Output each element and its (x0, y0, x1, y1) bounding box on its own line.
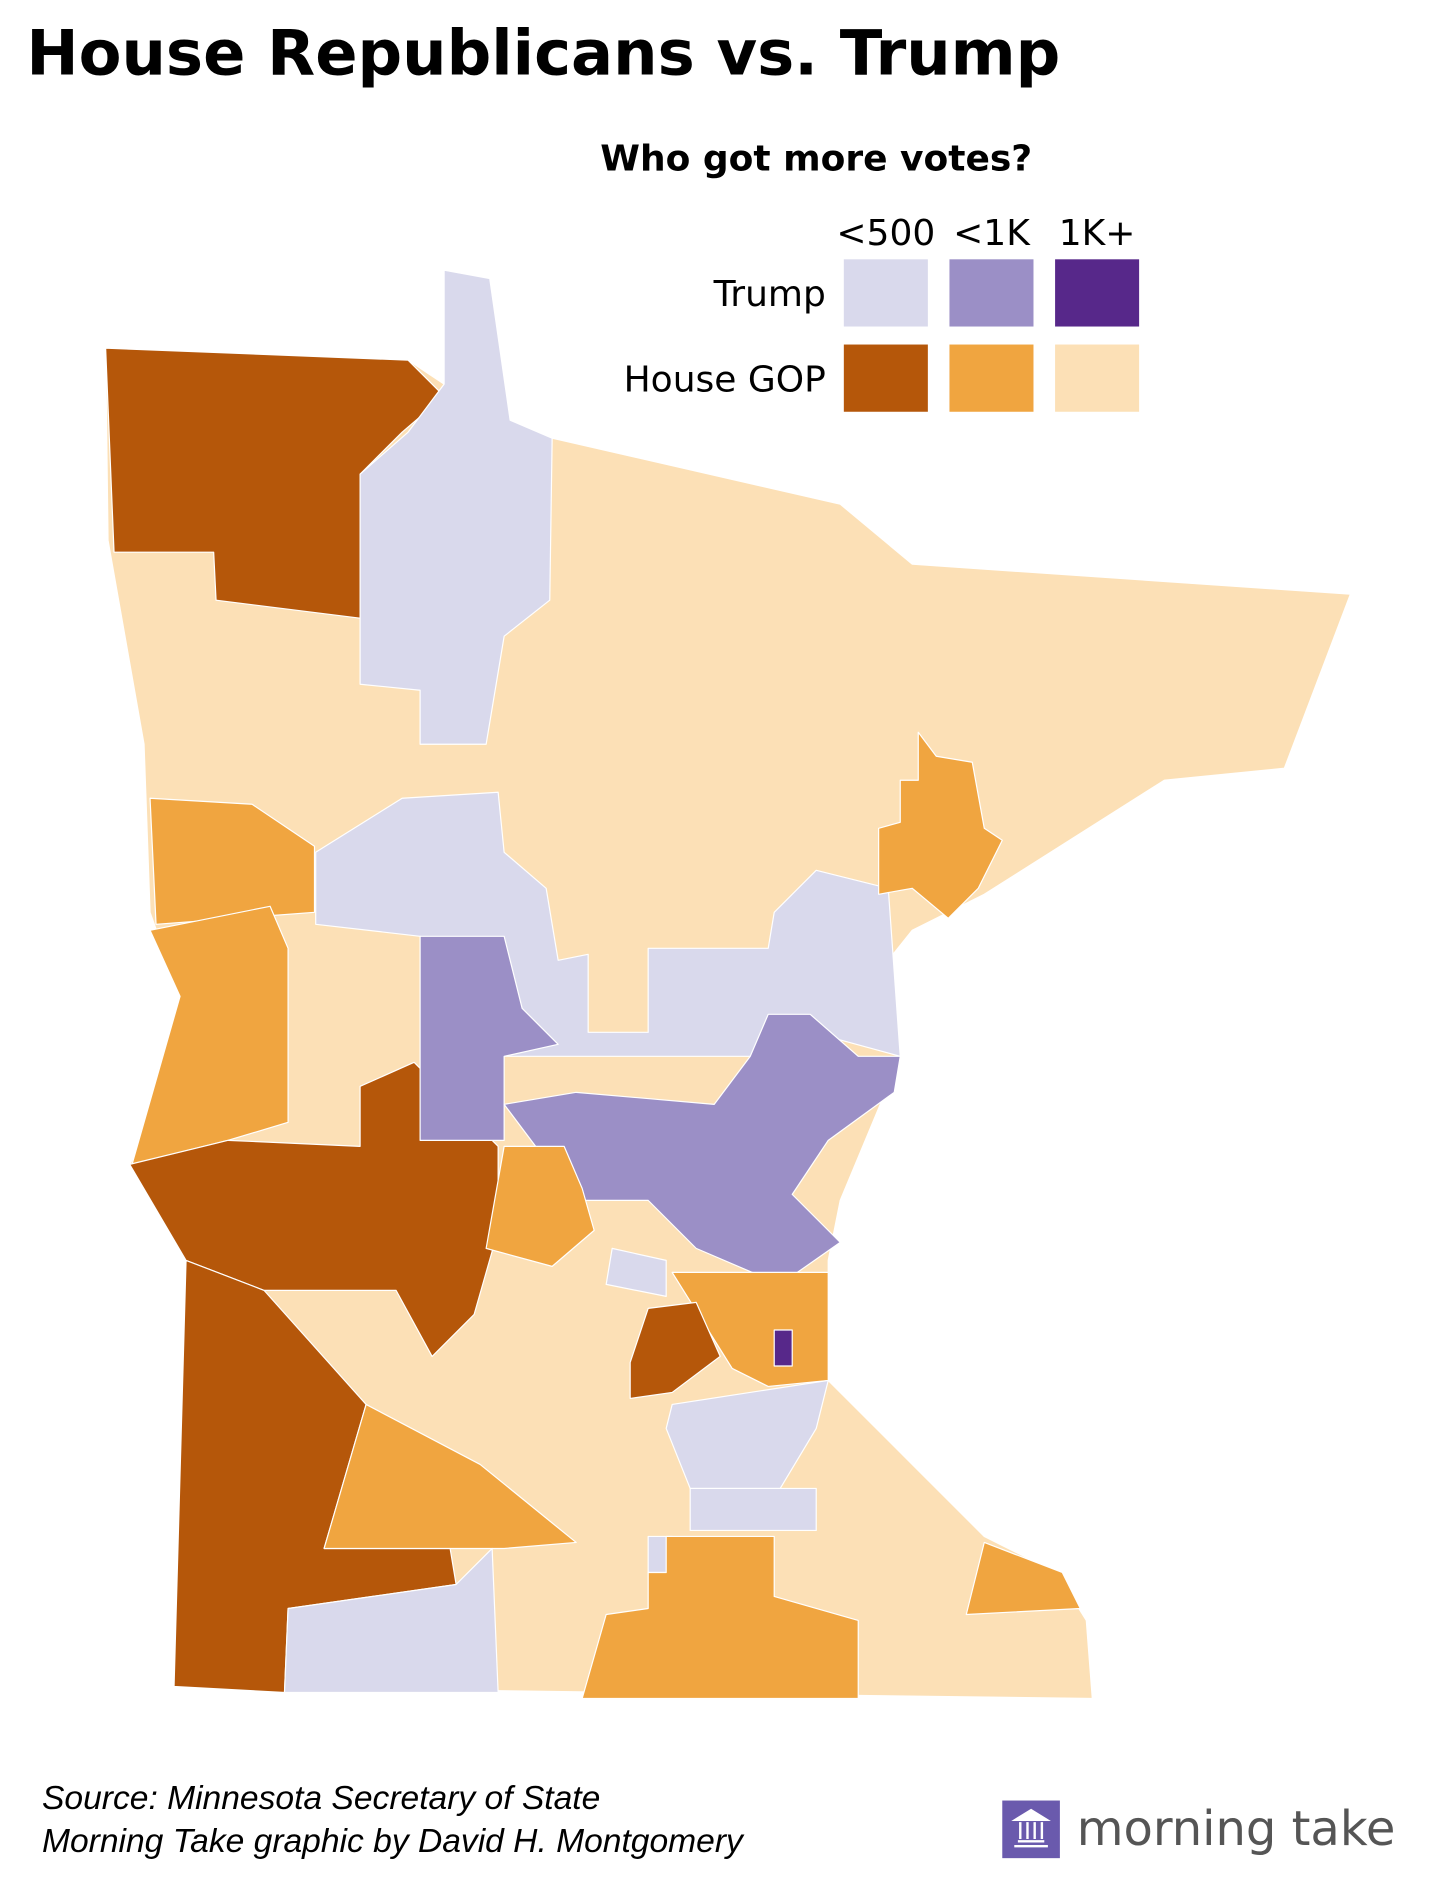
district (359, 269, 553, 745)
brand-name: morning take (1077, 1801, 1396, 1857)
legend-column-label: <1K (953, 213, 1031, 254)
district (323, 1403, 577, 1550)
credit-line: Morning Take graphic by David H. Montgom… (42, 1823, 745, 1860)
district (503, 1013, 901, 1285)
title: House Republicans vs. Trump (26, 16, 1060, 89)
legend-column-label: 1K+ (1059, 213, 1136, 254)
district (878, 731, 1003, 919)
district (283, 1547, 499, 1694)
source-line: Source: Minnesota Secretary of State (42, 1780, 600, 1817)
district (485, 1145, 595, 1267)
legend-swatch (949, 259, 1034, 327)
district (419, 935, 559, 1141)
district (131, 905, 289, 1165)
district (605, 1247, 667, 1297)
brand-logo (1002, 1800, 1060, 1859)
legend-column-label: <500 (836, 213, 935, 254)
district (581, 1535, 859, 1700)
district (773, 1329, 793, 1367)
legend-swatch (949, 344, 1034, 412)
legend-title: Who got more votes? (600, 138, 1032, 179)
minnesota-map (105, 269, 1351, 1700)
legend-swatch (1055, 259, 1140, 327)
legend-swatch (1055, 344, 1140, 412)
legend: <500 <1K 1K+ Trump House GOP (624, 213, 1140, 412)
district (965, 1541, 1081, 1616)
legend-row-label: Trump (713, 274, 826, 315)
legend-swatch (843, 259, 928, 327)
legend-swatch (843, 344, 928, 412)
legend-row-label: House GOP (624, 359, 826, 400)
district (629, 1301, 721, 1400)
district (689, 1487, 817, 1532)
district (149, 797, 316, 925)
